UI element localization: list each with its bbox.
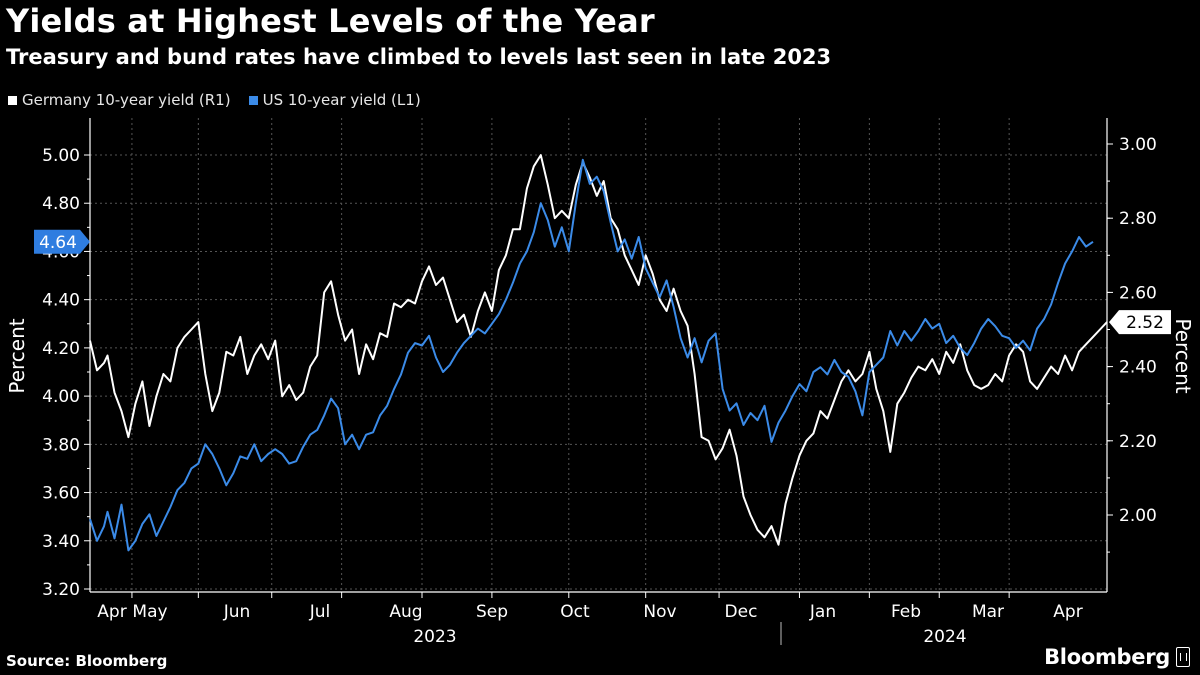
bloomberg-terminal-icon xyxy=(1176,647,1190,667)
source-note: Source: Bloomberg xyxy=(6,652,168,670)
x-axis-month-label: Jan xyxy=(809,602,836,622)
x-axis-month-label: Apr xyxy=(1053,602,1082,622)
x-axis-month-label: Sep xyxy=(476,602,508,622)
chart-title: Yields at Highest Levels of the Year xyxy=(6,2,655,40)
x-axis-month-label: Mar xyxy=(972,602,1004,622)
left-axis-tick-label: 4.20 xyxy=(42,339,80,359)
left-axis-tick-label: 3.60 xyxy=(42,484,80,504)
x-axis-month-label: Feb xyxy=(891,602,921,622)
right-axis-tick-label: 3.00 xyxy=(1119,135,1157,155)
right-axis-tick-label: 2.40 xyxy=(1119,358,1157,378)
germany-last-value-tag xyxy=(1109,310,1171,335)
left-axis-tick-label: 3.80 xyxy=(42,435,80,455)
brand-name: Bloomberg xyxy=(1044,645,1170,669)
x-axis-month-label: Apr xyxy=(97,602,126,622)
chart-subtitle: Treasury and bund rates have climbed to … xyxy=(6,45,832,69)
us-yield-line xyxy=(89,158,1094,552)
x-axis-month-label: Jun xyxy=(223,602,251,622)
left-axis-tick-label: 3.20 xyxy=(42,580,80,600)
left-axis-tick-label: 4.00 xyxy=(42,387,80,407)
legend-label-us: US 10-year yield (L1) xyxy=(262,91,421,109)
right-axis-tick-label: 2.20 xyxy=(1119,432,1157,452)
x-axis-month-label: Jul xyxy=(309,602,331,622)
left-axis-title: Percent xyxy=(5,318,29,393)
x-axis-month-label: May xyxy=(132,602,167,622)
legend-swatch-us xyxy=(248,95,258,105)
germany-last-value-label: 2.52 xyxy=(1126,313,1164,333)
left-axis-tick-label: 4.80 xyxy=(42,194,80,214)
right-axis-tick-label: 2.00 xyxy=(1119,506,1157,526)
right-axis-tick-label: 2.60 xyxy=(1119,283,1157,303)
x-axis-year-label: 2024 xyxy=(923,627,966,647)
x-axis-month-label: Nov xyxy=(643,602,676,622)
x-axis-month-label: Dec xyxy=(725,602,758,622)
us-last-value-label: 4.64 xyxy=(39,233,77,253)
x-axis-year-label: 2023 xyxy=(413,627,456,647)
legend-item-germany: Germany 10-year yield (R1) xyxy=(8,91,231,109)
us-last-value-tag xyxy=(34,229,90,254)
left-axis-tick-label: 5.00 xyxy=(42,146,80,166)
legend-item-us: US 10-year yield (L1) xyxy=(248,91,421,109)
brand-logo: Bloomberg xyxy=(1044,645,1190,669)
left-axis-tick-label: 3.40 xyxy=(42,532,80,552)
legend-label-germany: Germany 10-year yield (R1) xyxy=(22,91,231,109)
right-axis-title: Percent xyxy=(1171,318,1195,393)
right-axis-tick-label: 2.80 xyxy=(1119,209,1157,229)
legend-swatch-germany xyxy=(8,95,17,105)
legend: Germany 10-year yield (R1) US 10-year yi… xyxy=(8,91,421,109)
left-axis-tick-label: 4.40 xyxy=(42,291,80,311)
germany-yield-line xyxy=(89,154,1108,546)
x-axis-month-label: Oct xyxy=(560,602,590,622)
x-axis-month-label: Aug xyxy=(389,602,422,622)
